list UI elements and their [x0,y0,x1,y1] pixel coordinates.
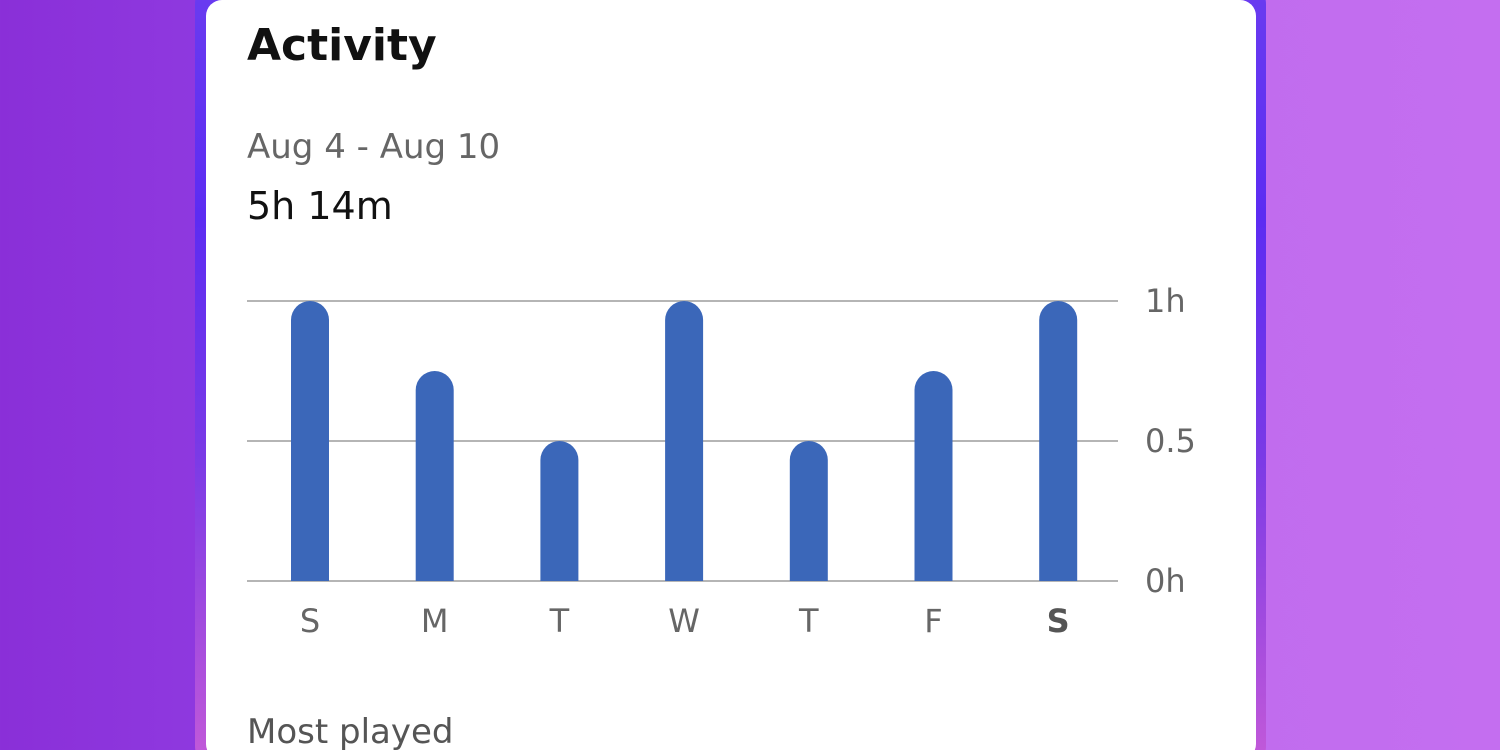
bar-3[interactable] [665,301,704,581]
x-tick-label: S [1047,602,1070,640]
x-tick-label: M [421,602,449,640]
x-tick-label: S [300,602,320,640]
x-tick-label: T [549,602,570,640]
bar-2[interactable] [540,441,579,581]
bar-5[interactable] [914,371,953,581]
activity-card [206,0,1256,750]
y-tick-label: 0.5 [1145,422,1196,460]
bar-6[interactable] [1039,301,1078,581]
most-played-label: Most played [247,712,454,750]
card-title: Activity [247,20,437,71]
date-range: Aug 4 - Aug 10 [247,127,501,167]
x-tick-label: W [668,602,700,640]
x-tick-label: T [798,602,819,640]
x-tick-label: F [924,602,942,640]
bar-0[interactable] [291,301,329,581]
bar-1[interactable] [415,371,454,581]
y-tick-label: 0h [1145,562,1186,600]
y-tick-label: 1h [1145,282,1186,320]
total-play-time: 5h 14m [247,184,393,228]
bar-4[interactable] [789,441,828,581]
